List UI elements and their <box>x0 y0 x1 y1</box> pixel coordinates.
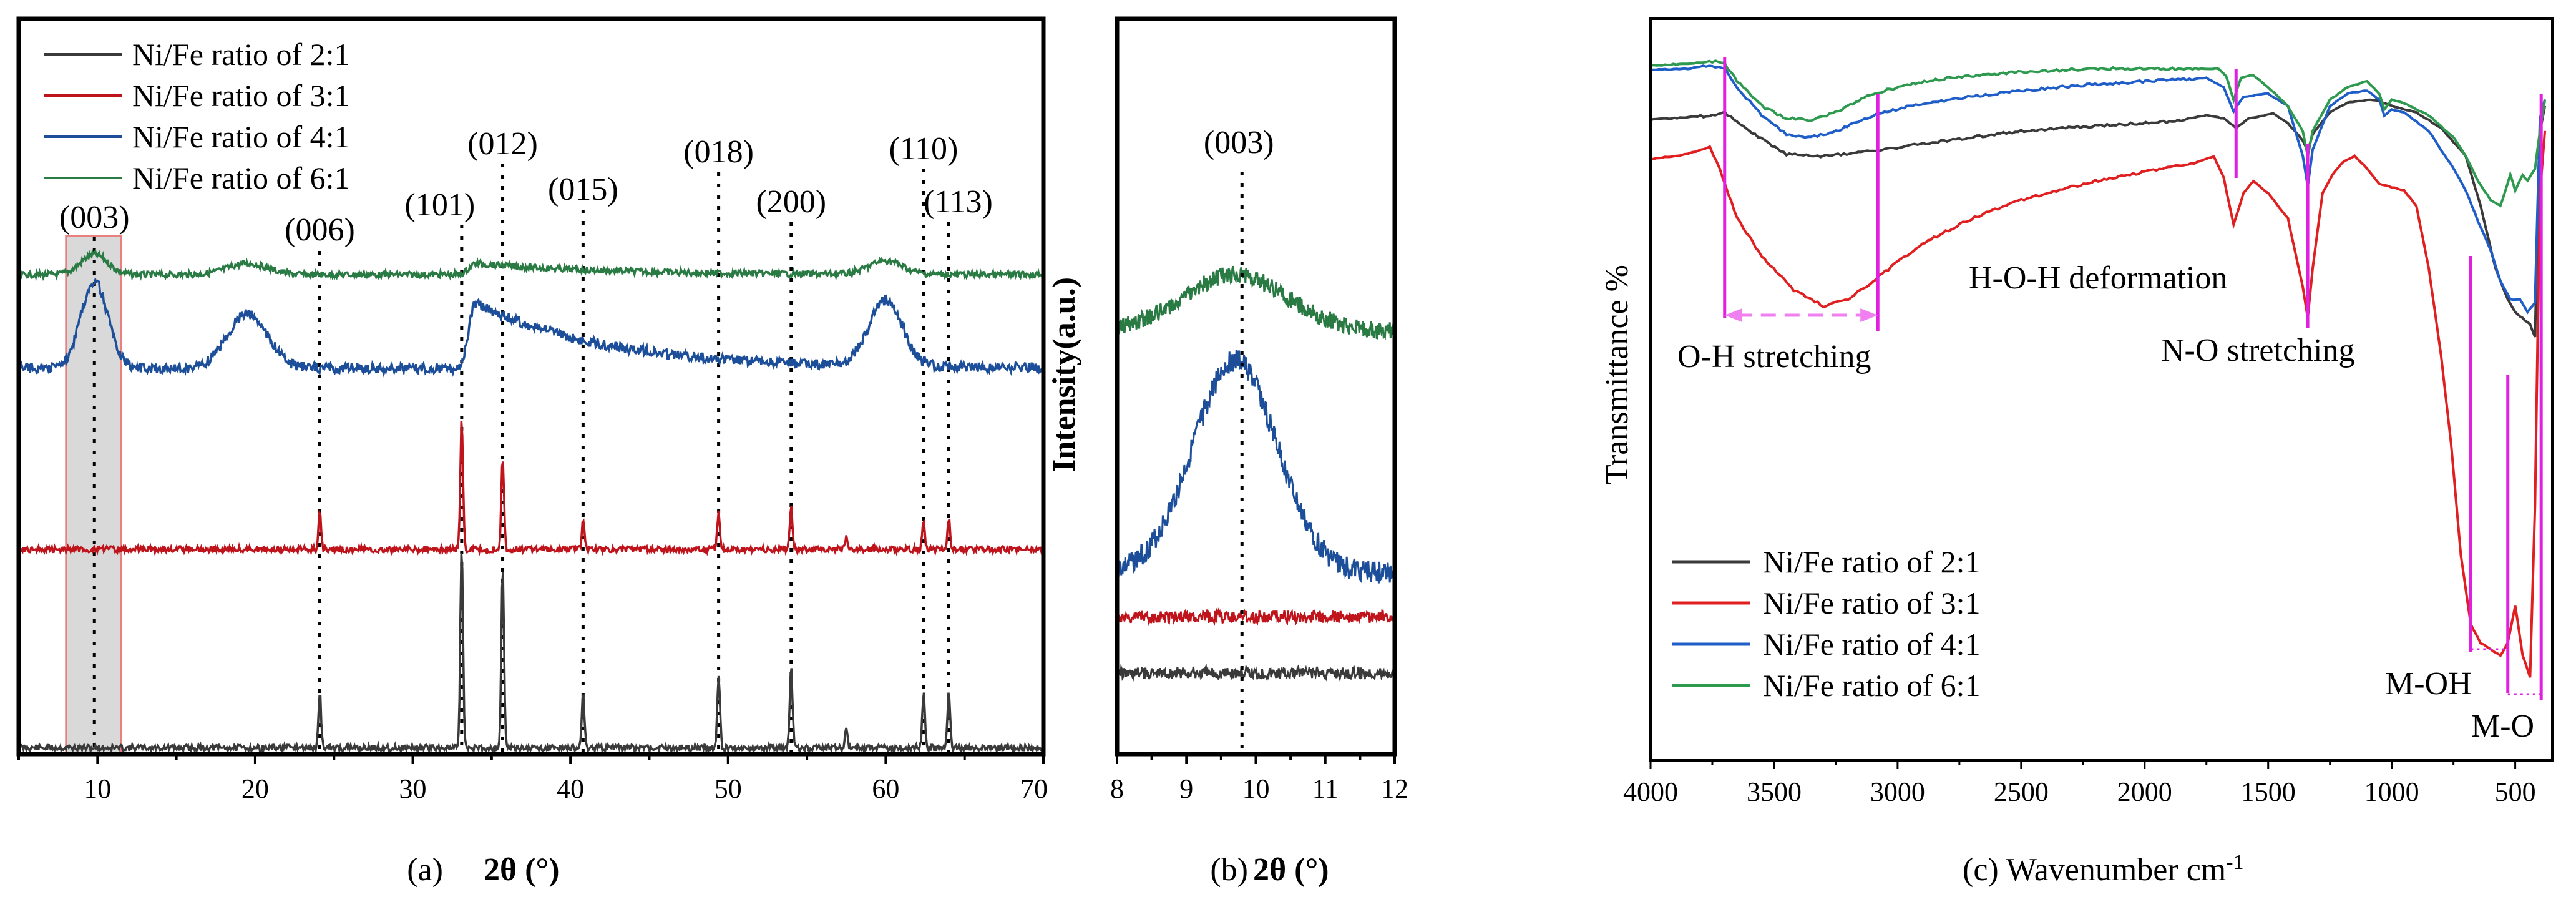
ftir-series-line <box>1650 59 2547 208</box>
legend-entry: Ni/Fe ratio of 6:1 <box>1763 668 1981 703</box>
ftir-series-line <box>1650 64 2547 315</box>
panel-b-caption: (b) <box>1210 852 1248 888</box>
x-tick-label: 1500 <box>2241 777 2296 807</box>
xrd-series-line <box>17 277 1045 378</box>
legend-entry: Ni/Fe ratio of 4:1 <box>132 119 350 154</box>
peak-label: (110) <box>889 131 959 167</box>
x-tick-label: 40 <box>557 773 584 804</box>
x-tick-label: 11 <box>1312 773 1339 804</box>
x-tick-label: 2000 <box>2117 777 2172 807</box>
panel-b-xlabel: 2θ (°) <box>1253 852 1329 888</box>
annotation-oh-stretching: O-H stretching <box>1677 339 1871 375</box>
xrd-series-line <box>17 553 1045 755</box>
panel-c-frame <box>1649 17 2554 762</box>
arrow-head <box>1860 308 1878 322</box>
annotation-no-stretching: N-O stretching <box>2161 333 2354 368</box>
annotation-hoh-deformation: H-O-H deformation <box>1969 260 2227 296</box>
x-tick-label: 3000 <box>1870 777 1925 807</box>
panel-c-caption-xlabel: (c) Wavenumber cm-1 <box>1963 851 2244 888</box>
x-tick-label: 4000 <box>1623 777 1678 807</box>
panel-c: O-H stretching H-O-H deformation N-O stret… <box>1599 17 2554 888</box>
ftir-series-line <box>1650 130 2547 678</box>
x-tick-label: 10 <box>1242 773 1270 804</box>
x-tick-label: 1000 <box>2364 777 2419 807</box>
peak-label: (113) <box>924 184 993 220</box>
legend-entry: Ni/Fe ratio of 3:1 <box>132 78 350 113</box>
x-tick-label: 70 <box>1020 773 1048 804</box>
annotation-m-oh: M-OH <box>2385 666 2472 702</box>
panel-a-xlabel: 2θ (°) <box>484 852 560 888</box>
x-tick-label: 2500 <box>1994 777 2049 807</box>
peak-label: (015) <box>548 172 618 207</box>
x-tick-label: 8 <box>1110 773 1124 804</box>
panel-b: (003) 8 9 10 11 12 Intensity(a.u.) (b) 2θ (°… <box>1046 16 1408 888</box>
panel-a-frame <box>16 16 1046 757</box>
x-tick-label: 12 <box>1381 773 1408 804</box>
panel-a-caption: (a) <box>407 852 443 888</box>
peak-label: (012) <box>467 126 538 162</box>
x-tick-label: 30 <box>399 773 427 804</box>
xrd-series-line <box>18 248 1043 282</box>
peak-label: (200) <box>756 184 826 220</box>
panel-c-ylabel: Transmittance % <box>1599 265 1635 484</box>
x-tick-label: 50 <box>715 773 742 804</box>
x-tick-label: 9 <box>1179 773 1193 804</box>
legend-entry: Ni/Fe ratio of 3:1 <box>1763 586 1981 620</box>
legend-entry: Ni/Fe ratio of 2:1 <box>132 37 350 72</box>
xrd-zoom-series-line <box>1116 664 1396 682</box>
ftir-series-line <box>1650 98 2547 338</box>
x-tick-label: 60 <box>872 773 899 804</box>
peak-label: (018) <box>683 134 754 170</box>
legend-entry: Ni/Fe ratio of 6:1 <box>132 160 350 195</box>
x-tick-label: 20 <box>242 773 269 804</box>
peak-label: (101) <box>405 187 476 223</box>
legend-entry: Ni/Fe ratio of 2:1 <box>1763 544 1981 579</box>
peak-label-003: (003) <box>1204 125 1274 160</box>
x-tick-label: 500 <box>2495 777 2536 807</box>
legend-entry: Ni/Fe ratio of 4:1 <box>1763 627 1981 662</box>
xrd-zoom-series-line <box>1116 350 1396 584</box>
peak-label: (003) <box>59 200 130 235</box>
xrd-zoom-series-line <box>1116 265 1396 340</box>
x-tick-label: 10 <box>84 773 111 804</box>
arrow-head <box>1724 308 1742 322</box>
peak-label: (006) <box>285 212 355 248</box>
xrd-series-line <box>17 421 1044 557</box>
panel-a: (003) (006) (101) (012) (015) (018)(200) (110)… <box>16 16 1048 888</box>
xrd-zoom-series-line <box>1116 607 1396 627</box>
x-tick-label: 3500 <box>1747 777 1802 807</box>
panel-b-ylabel: Intensity(a.u.) <box>1046 277 1082 472</box>
annotation-m-o: M-O <box>2471 708 2534 744</box>
